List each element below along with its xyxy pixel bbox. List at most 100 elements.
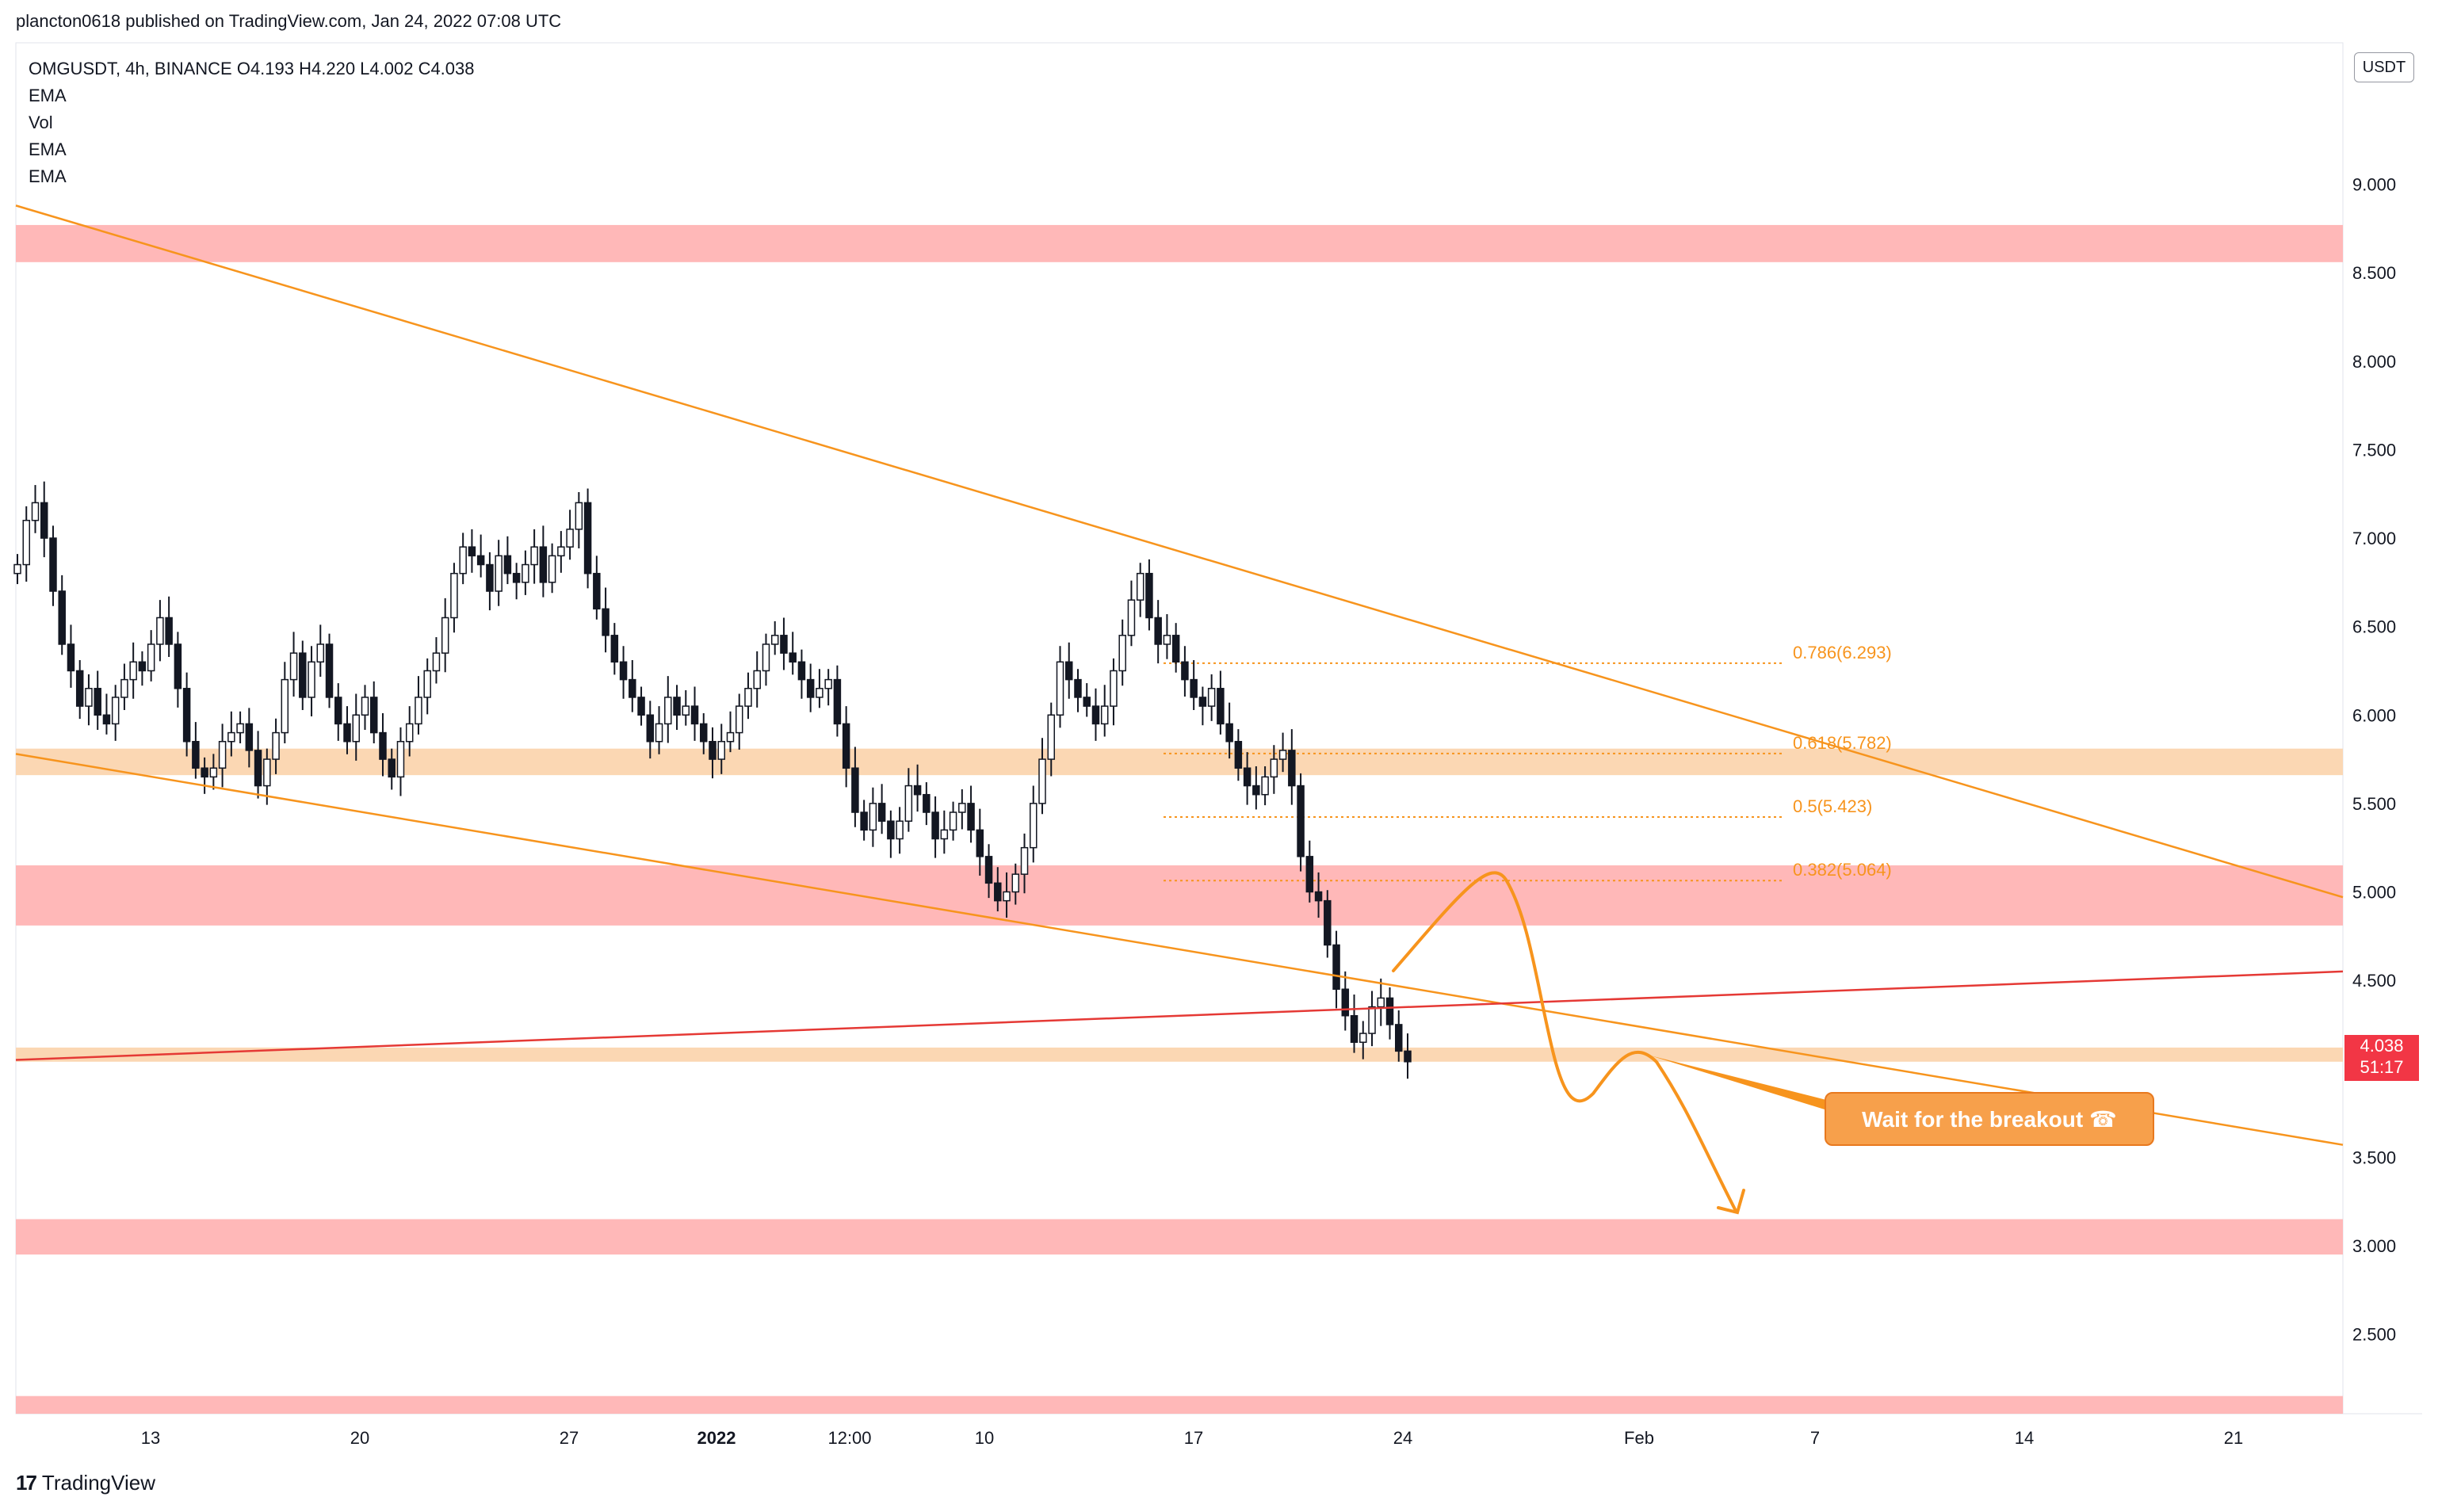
candle-body [539, 546, 548, 583]
zone-resistance-0 [16, 224, 2343, 262]
candle-body [887, 820, 895, 840]
candle-body [245, 723, 254, 751]
time-tick-label: Feb [1624, 1428, 1654, 1448]
candle-body [1163, 635, 1171, 645]
candle-body [522, 563, 529, 583]
candle-body [797, 661, 806, 681]
candle-body [352, 714, 361, 743]
time-tick-label: 14 [2015, 1428, 2034, 1448]
price-tick-label: 4.500 [2352, 971, 2396, 991]
candle-body [85, 688, 93, 707]
candle-body [13, 563, 21, 575]
price-tick-label: 2.500 [2352, 1325, 2396, 1345]
candle-body [165, 617, 173, 645]
candle-body [1118, 635, 1126, 672]
price-axis[interactable]: 9.000 8.500 8.000 7.500 7.000 6.500 6.000 5.500… [2352, 175, 2396, 1345]
candle-body [1083, 697, 1091, 707]
indicator-ema-1[interactable]: EMA [29, 86, 67, 105]
time-tick-label: 13 [141, 1428, 160, 1448]
candle-body [619, 661, 628, 681]
candle-body [1332, 944, 1340, 991]
candle-body [1385, 997, 1394, 1025]
indicator-ema-3[interactable]: EMA [29, 166, 67, 186]
candle-body [450, 572, 458, 619]
candle-body [816, 688, 823, 698]
candle-body [1127, 599, 1136, 636]
candle-body [1207, 688, 1216, 707]
price-tick-label: 5.500 [2352, 794, 2396, 814]
candle-body [325, 643, 334, 698]
candle-body [923, 793, 930, 813]
candle-body [949, 811, 957, 831]
candle-body [40, 502, 48, 539]
candle-body [744, 688, 752, 707]
candle-body [423, 670, 431, 698]
candle-body [263, 758, 271, 787]
candle-body [566, 529, 574, 548]
trendline-lower [15, 753, 2344, 1146]
candle-body [904, 785, 913, 822]
currency-unit-button[interactable]: USDT [2354, 52, 2414, 82]
time-tick-label: 10 [975, 1428, 994, 1448]
candle-body [361, 697, 369, 716]
candle-body [557, 546, 565, 557]
candle-body [700, 723, 708, 743]
indicator-ema-2[interactable]: EMA [29, 139, 67, 159]
candle-body [31, 502, 40, 521]
time-tick-label: 7 [1810, 1428, 1820, 1448]
candle-body [735, 705, 743, 734]
price-tick-label: 9.000 [2352, 175, 2396, 195]
candle-body [1003, 891, 1011, 902]
zone-resistance-5 [16, 1396, 2343, 1414]
fib-layer: 0.786(6.293) 0.618(5.782) 0.5(5.423) 0.382(… [1164, 643, 1892, 882]
candle-body [789, 652, 797, 663]
price-tick-label: 6.000 [2352, 705, 2396, 725]
price-tick-label: 7.500 [2352, 440, 2396, 460]
time-axis[interactable]: 13 20 27 2022 12:00 10 17 24 Feb 7 14 21 [141, 1428, 2243, 1448]
candle-body [147, 643, 155, 672]
price-tick-label: 8.000 [2352, 352, 2396, 372]
zone-resistance-4 [16, 1219, 2343, 1255]
candle-body [1145, 572, 1153, 619]
trendline-red [15, 970, 2344, 1061]
candle-body [717, 740, 725, 760]
candle-body [709, 740, 716, 760]
candle-body [396, 740, 405, 778]
time-tick-label: 27 [560, 1428, 579, 1448]
plot-area[interactable] [15, 42, 2344, 1415]
candle-body [726, 731, 735, 743]
candle-body [1047, 714, 1056, 760]
candle-body [236, 723, 244, 734]
tradingview-logo[interactable]: 17 TradingView [16, 1471, 155, 1495]
candle-body [281, 678, 289, 734]
candle-body [1234, 740, 1243, 769]
candle-body [1288, 750, 1296, 787]
candle-body [664, 697, 672, 725]
candle-body [1011, 873, 1020, 893]
forecast-path-layer [1392, 871, 1839, 1215]
candle-body [877, 803, 886, 822]
candle-body [1243, 767, 1251, 787]
symbol-ohlc-line[interactable]: OMGUSDT, 4h, BINANCE O4.193 H4.220 L4.00… [29, 59, 475, 78]
candle-body [272, 731, 280, 760]
zone-resistance-2 [16, 865, 2343, 926]
trendlines-layer [15, 204, 2344, 1146]
candle-body [405, 723, 414, 743]
price-tick-label: 5.000 [2352, 882, 2396, 902]
candle-body [629, 678, 636, 698]
indicator-volume[interactable]: Vol [29, 113, 53, 132]
candle-body [1038, 758, 1046, 804]
breakout-callout[interactable]: Wait for the breakout ☎ [1825, 1092, 2154, 1146]
candle-body [1314, 891, 1323, 902]
candle-body [129, 661, 137, 681]
time-tick-label: 2022 [697, 1428, 736, 1448]
candle-body [75, 670, 84, 707]
candle-body [530, 546, 538, 566]
price-tick-label: 8.500 [2352, 263, 2396, 283]
callout-pointer [1650, 1056, 1839, 1109]
candle-body [1100, 705, 1109, 725]
candle-body [1270, 758, 1278, 778]
price-tick-label: 3.000 [2352, 1236, 2396, 1256]
last-price-value: 4.038 [2360, 1036, 2404, 1056]
